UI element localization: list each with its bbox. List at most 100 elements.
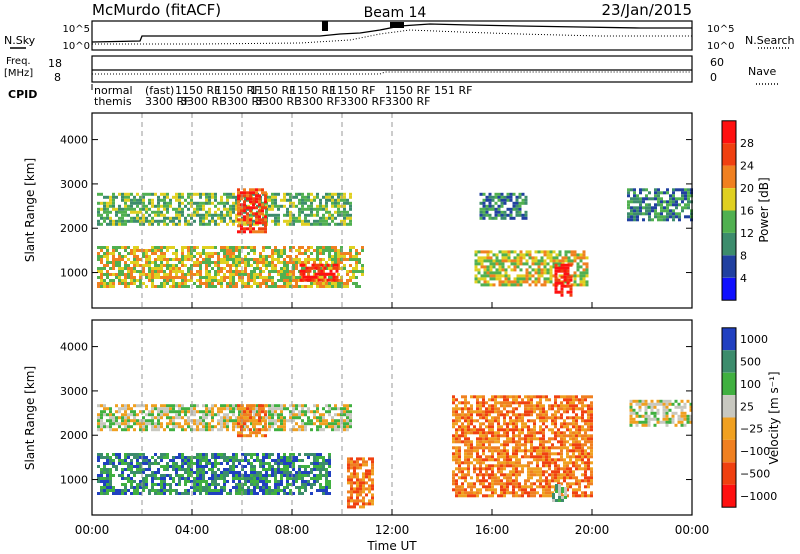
velocity-cell	[214, 456, 217, 459]
power-cell	[528, 265, 532, 269]
power-cell	[498, 262, 502, 266]
velocity-cell	[464, 398, 467, 402]
velocity-cell	[151, 456, 154, 459]
power-cell	[237, 200, 240, 204]
velocity-cell	[223, 459, 226, 462]
velocity-cell	[545, 413, 548, 417]
velocity-cell	[205, 459, 208, 462]
velocity-cell	[265, 453, 268, 456]
cpid-entry-6-l1: 1150 RF	[330, 84, 375, 97]
velocity-cell	[124, 410, 127, 414]
velocity-cell	[350, 481, 353, 485]
velocity-cell	[539, 449, 542, 453]
velocity-cell	[172, 404, 175, 408]
velocity-cell	[515, 458, 518, 462]
velocity-cell	[524, 410, 527, 414]
power-cell	[112, 258, 115, 261]
power-cell	[237, 203, 240, 207]
velocity-cell	[190, 486, 193, 489]
velocity-cell	[506, 491, 509, 495]
power-cell	[223, 246, 226, 249]
velocity-cell	[509, 437, 512, 441]
power-cell	[666, 215, 669, 219]
power-cell	[274, 213, 277, 217]
power-cell	[139, 273, 142, 276]
power-cell	[313, 282, 316, 285]
velocity-cell	[530, 467, 533, 471]
velocity-cell	[539, 410, 542, 414]
power-cell	[252, 191, 255, 195]
power-cell	[334, 258, 337, 261]
power-cell	[289, 270, 292, 273]
velocity-cell	[371, 487, 374, 491]
velocity-cell	[524, 485, 527, 489]
velocity-cell	[506, 452, 509, 456]
velocity-cell	[157, 489, 160, 492]
velocity-cell	[292, 413, 295, 417]
velocity-cell	[319, 483, 322, 486]
power-cell	[488, 192, 492, 196]
power-colorbar-label: Power [dB]	[757, 177, 771, 242]
power-cell	[516, 253, 520, 257]
velocity-cell	[485, 425, 488, 429]
power-cell	[112, 264, 115, 267]
velocity-cell	[246, 416, 249, 420]
power-cell	[187, 252, 190, 255]
power-cell	[298, 261, 301, 264]
power-cell	[286, 261, 289, 264]
power-cell	[681, 209, 684, 213]
velocity-cell	[452, 419, 455, 423]
power-cell	[486, 259, 490, 263]
velocity-cell	[178, 407, 181, 411]
power-cell	[121, 258, 124, 261]
velocity-cell	[542, 488, 545, 492]
power-cell	[157, 195, 160, 199]
power-cell	[633, 206, 636, 210]
velocity-cell	[258, 416, 261, 420]
power-cell	[211, 279, 214, 282]
velocity-cell	[548, 482, 551, 486]
power-cell	[187, 207, 190, 211]
velocity-cell	[258, 404, 261, 408]
velocity-cell	[280, 483, 283, 486]
power-cell	[160, 192, 163, 196]
power-cell	[669, 194, 672, 198]
power-cell	[636, 218, 639, 222]
cpid-entry-0-l2: themis	[94, 95, 132, 108]
velocity-cell	[244, 453, 247, 456]
velocity-cell	[524, 404, 527, 408]
velocity-cell	[313, 416, 316, 420]
power-cell	[666, 212, 669, 216]
velocity-cell	[277, 492, 280, 495]
power-cell	[289, 249, 292, 252]
velocity-cell	[569, 476, 572, 480]
velocity-cell	[527, 470, 530, 474]
cpid-entry-7-l2: 3300 RF	[385, 95, 430, 108]
velocity-cell	[166, 453, 169, 456]
velocity-cell	[289, 489, 292, 492]
power-cell	[208, 273, 211, 276]
power-cell	[249, 209, 252, 213]
velocity-cell	[226, 404, 229, 408]
velocity-cell	[527, 398, 530, 402]
velocity-cell	[313, 422, 316, 426]
velocity-cell	[256, 474, 259, 477]
power-cell	[196, 252, 199, 255]
velocity-cell	[485, 401, 488, 405]
velocity-cell	[572, 470, 575, 474]
power-cell	[585, 283, 589, 287]
power-cell	[264, 191, 267, 195]
power-cell	[645, 206, 648, 210]
velocity-cell	[464, 452, 467, 456]
velocity-cell	[368, 472, 371, 476]
power-cell	[313, 222, 316, 226]
velocity-cell	[527, 413, 530, 417]
velocity-cell	[464, 416, 467, 420]
power-cell	[560, 275, 564, 279]
velocity-cell	[566, 401, 569, 405]
velocity-cell	[313, 456, 316, 459]
velocity-cell	[539, 413, 542, 417]
velocity-cell	[365, 481, 368, 485]
velocity-cell	[503, 401, 506, 405]
power-cell	[160, 255, 163, 258]
